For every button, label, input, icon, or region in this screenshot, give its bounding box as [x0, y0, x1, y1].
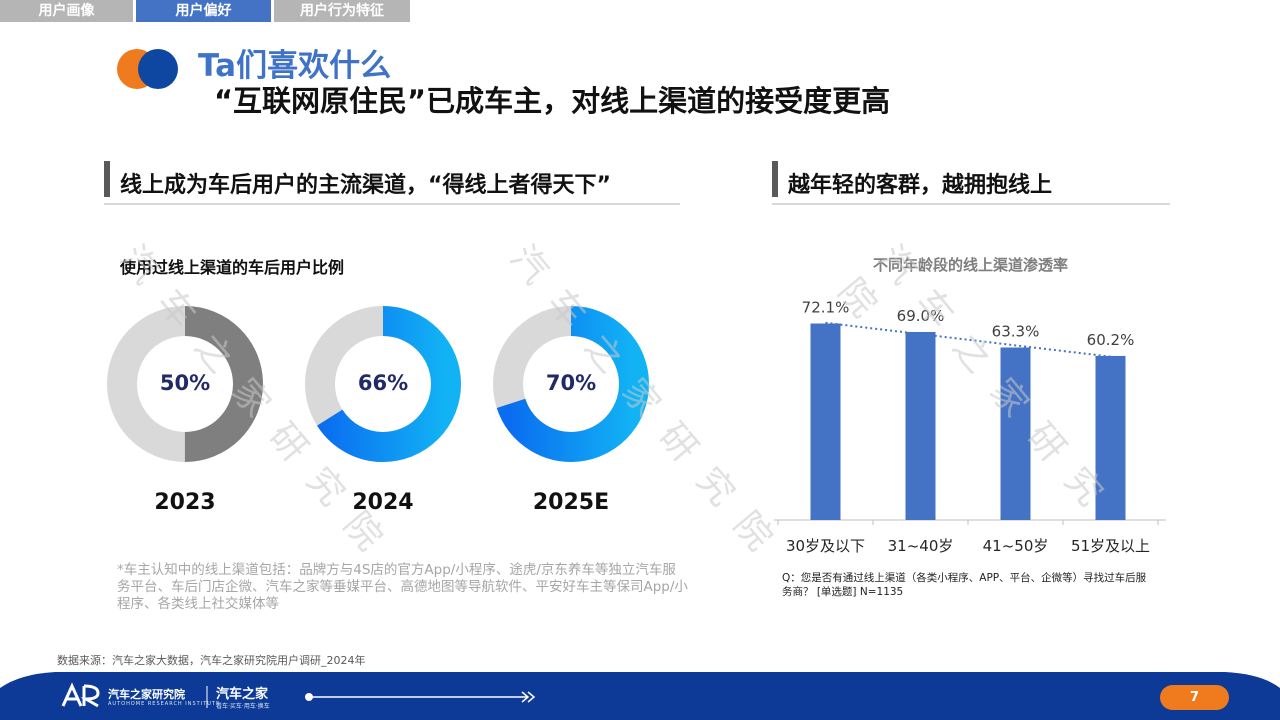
- right-section-title: 越年轻的客群，越拥抱线上: [788, 173, 1053, 198]
- donut-value-2024: 66%: [357, 371, 409, 395]
- bar-chart-title: 不同年龄段的线上渠道渗透率: [873, 256, 1069, 274]
- donut-value-arc: [107, 306, 263, 462]
- bar: [1000, 347, 1031, 520]
- footer-autohome-logo: 汽车之家: [216, 687, 269, 702]
- donut-chart-2025e: [493, 306, 649, 462]
- tab-user-profile[interactable]: 用户画像: [0, 0, 133, 22]
- x-category-label: 30岁及以下: [786, 537, 865, 555]
- page-number-badge: 7: [1160, 685, 1229, 710]
- bar-value-label: 72.1%: [802, 299, 850, 317]
- online-channel-footnote: *车主认知中的线上渠道包括：品牌方与4S店的官方App/小程序、途虎/京东养车等…: [117, 562, 688, 612]
- donut-year-2025e: 2025E: [532, 490, 610, 515]
- donut-value-arc: [493, 306, 649, 462]
- donut-subtitle: 使用过线上渠道的车后用户比例: [120, 258, 345, 277]
- donut-value-2025e: 70%: [545, 371, 597, 395]
- donut-value-arc: [305, 306, 461, 462]
- page-kicker: Ta们喜欢什么: [198, 48, 392, 84]
- left-section-marker: [104, 161, 110, 197]
- x-category-label: 51岁及以上: [1071, 537, 1150, 555]
- footer-brand-en: AUTOHOME RESEARCH INSTITUTE: [108, 701, 221, 707]
- bar: [905, 331, 936, 520]
- left-section-divider: [104, 203, 680, 205]
- footer-tagline: 看车·买车·用车·换车: [216, 703, 270, 710]
- x-category-label: 31~40岁: [888, 537, 954, 555]
- header-logo-circles-icon: [117, 49, 178, 89]
- left-section-title: 线上成为车后用户的主流渠道，“得线上者得天下”: [120, 173, 611, 198]
- donut-chart-2024: [305, 306, 461, 462]
- data-source: 数据来源：汽车之家大数据，汽车之家研究院用户调研_2024年: [57, 654, 366, 667]
- right-section-divider: [772, 203, 1170, 205]
- bar-value-label: 63.3%: [992, 323, 1040, 341]
- trend-line: [825, 321, 1111, 358]
- right-section-marker: [772, 161, 778, 197]
- age-penetration-bar-chart: 72.1% 30岁及以下 69.0% 31~40岁 63.3% 41~50岁 60.2% 51…: [774, 299, 1166, 555]
- x-category-label: 41~50岁: [983, 537, 1049, 555]
- footer-band: [0, 672, 1280, 720]
- donut-year-2024: 2024: [352, 490, 414, 515]
- page-title: “互联网原住民”已成车主，对线上渠道的接受度更高: [214, 84, 891, 118]
- footer-brand: 汽车之家研究院: [108, 688, 185, 701]
- donut-value-2023: 50%: [159, 371, 211, 395]
- bar: [1095, 355, 1126, 520]
- bar: [810, 323, 841, 520]
- top-tab-bar: 用户画像 用户偏好 用户行为特征: [0, 0, 410, 22]
- bar-value-label: 60.2%: [1087, 331, 1135, 349]
- donut-chart-2023: [107, 306, 263, 462]
- bar-value-label: 69.0%: [897, 307, 945, 325]
- tab-user-behavior[interactable]: 用户行为特征: [274, 0, 410, 22]
- survey-question-note: Q：您是否有通过线上渠道（各类小程序、APP、平台、企微等）寻找过车后服务商？ …: [782, 572, 1147, 598]
- donut-year-2023: 2023: [154, 490, 216, 515]
- tab-user-preference[interactable]: 用户偏好: [136, 0, 271, 22]
